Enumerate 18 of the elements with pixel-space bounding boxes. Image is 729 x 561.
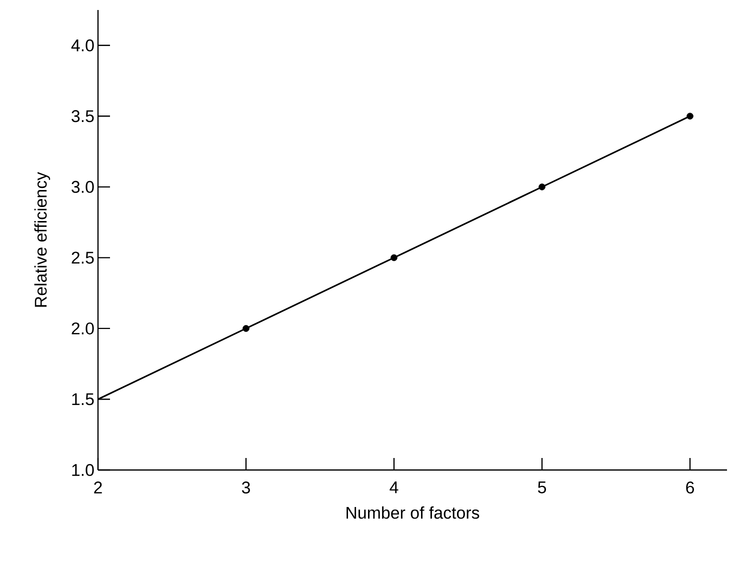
y-tick-label: 1.0 [72,464,94,476]
x-tick-label: 6 [686,482,694,494]
x-tick-label: 3 [242,482,250,494]
y-axis-title: Relative efficiency [34,172,50,307]
y-tick-label: 1.5 [72,393,94,406]
point [390,254,398,262]
y-tick-label: 2.5 [72,252,94,264]
x-axis-title: Number of factors [346,506,480,519]
x-tick-label: 5 [538,482,546,494]
point [686,112,694,120]
y-tick-label: 2.0 [72,322,94,334]
y-tick-label: 3.5 [72,110,94,122]
y-tick-label: 3.0 [72,180,94,193]
y-tick-label: 4.0 [71,39,94,52]
point [242,325,250,332]
x-tick-label: 2 [94,482,102,494]
x-tick-label: 4 [390,482,398,494]
point [538,184,546,190]
